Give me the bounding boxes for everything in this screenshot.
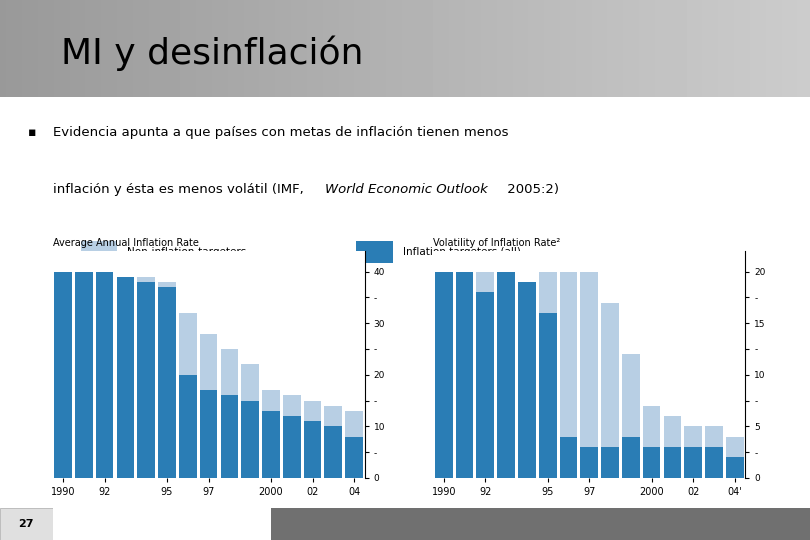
Text: Volatility of Inflation Rate²: Volatility of Inflation Rate² xyxy=(433,238,561,247)
Bar xyxy=(138,282,155,478)
Bar xyxy=(663,416,681,478)
Bar xyxy=(706,447,723,478)
Text: Average Annual Inflation Rate: Average Annual Inflation Rate xyxy=(53,238,198,247)
Bar xyxy=(0,508,53,540)
Bar xyxy=(643,406,660,478)
Bar xyxy=(643,447,660,478)
Bar xyxy=(497,282,515,478)
Bar xyxy=(220,395,238,478)
Bar xyxy=(54,272,72,478)
Bar xyxy=(200,334,217,478)
Bar xyxy=(601,447,619,478)
Bar xyxy=(241,401,259,478)
Bar xyxy=(684,447,702,478)
Bar xyxy=(96,272,113,478)
Bar xyxy=(81,241,117,264)
Text: MI y desinflación: MI y desinflación xyxy=(61,36,363,71)
Text: 2005:2): 2005:2) xyxy=(503,184,559,197)
Bar xyxy=(560,272,578,478)
Bar xyxy=(262,390,279,478)
Bar xyxy=(325,406,342,478)
Bar xyxy=(179,375,197,478)
Bar xyxy=(345,437,363,478)
Bar xyxy=(262,411,279,478)
Bar xyxy=(476,292,494,478)
Bar xyxy=(75,272,92,478)
Bar xyxy=(476,272,494,478)
Bar xyxy=(158,282,176,478)
Text: Evidencia apunta a que países con metas de inflación tienen menos: Evidencia apunta a que países con metas … xyxy=(53,126,508,139)
Bar xyxy=(241,364,259,478)
Text: Inflation targeters (all): Inflation targeters (all) xyxy=(403,247,521,258)
Bar xyxy=(158,287,176,478)
Bar xyxy=(435,272,453,478)
Bar xyxy=(539,272,556,478)
Bar xyxy=(435,272,453,478)
Bar xyxy=(497,272,515,478)
Bar xyxy=(622,354,640,478)
Bar xyxy=(560,437,578,478)
Bar xyxy=(684,427,702,478)
Bar xyxy=(539,313,556,478)
Bar xyxy=(706,427,723,478)
Bar xyxy=(456,272,473,478)
Bar xyxy=(96,272,113,478)
Bar xyxy=(138,277,155,478)
Text: ▪: ▪ xyxy=(28,126,36,139)
Bar xyxy=(456,272,473,478)
Bar xyxy=(325,427,342,478)
Bar xyxy=(117,277,134,478)
Bar xyxy=(663,447,681,478)
Bar xyxy=(117,277,134,478)
Bar xyxy=(356,241,393,264)
Bar xyxy=(726,457,744,478)
Bar xyxy=(581,447,598,478)
Bar xyxy=(622,437,640,478)
Text: Non-inflation-targeters: Non-inflation-targeters xyxy=(127,247,246,258)
Bar xyxy=(200,390,217,478)
Bar xyxy=(345,411,363,478)
Bar xyxy=(518,282,535,478)
Text: inflación y ésta es menos volátil (IMF,: inflación y ésta es menos volátil (IMF, xyxy=(53,184,308,197)
Bar xyxy=(53,508,271,540)
Bar xyxy=(726,437,744,478)
Bar xyxy=(271,508,810,540)
Bar xyxy=(179,313,197,478)
Bar xyxy=(75,272,92,478)
Bar xyxy=(304,421,322,478)
Bar xyxy=(581,272,598,478)
Text: 27: 27 xyxy=(18,519,34,529)
Bar xyxy=(304,401,322,478)
Bar xyxy=(220,349,238,478)
Bar xyxy=(601,302,619,478)
Text: World Economic Outlook: World Economic Outlook xyxy=(325,184,488,197)
Bar xyxy=(54,272,72,478)
Bar xyxy=(283,395,301,478)
Bar xyxy=(518,282,535,478)
Bar xyxy=(283,416,301,478)
